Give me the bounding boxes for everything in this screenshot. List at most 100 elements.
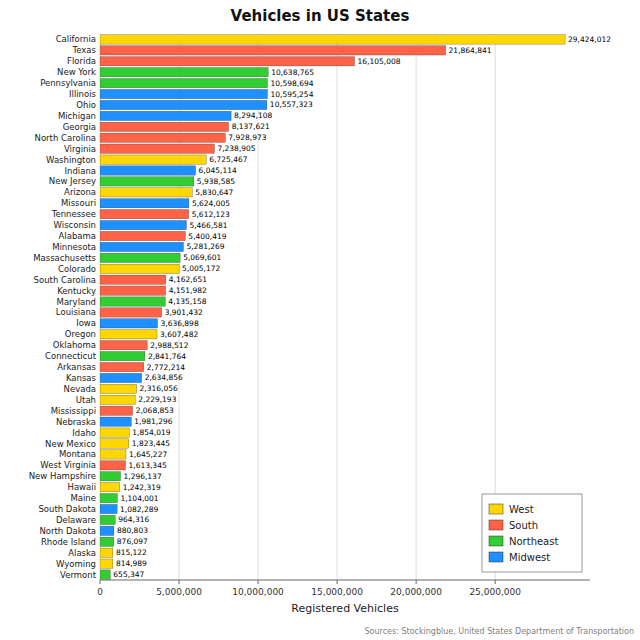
tick-label: 20,000,000 <box>390 587 442 597</box>
legend-label: West <box>509 504 534 515</box>
bar <box>100 188 192 197</box>
data-label: 16,105,008 <box>358 57 401 66</box>
category-label: Louisiana <box>56 307 96 317</box>
category-label: Mississippi <box>51 406 96 416</box>
category-label: Kansas <box>66 373 97 383</box>
category-label: Florida <box>67 56 96 66</box>
bar <box>100 373 142 382</box>
data-label: 1,296,137 <box>123 472 161 481</box>
data-label: 10,595,254 <box>270 90 313 99</box>
bar <box>100 133 225 142</box>
data-label: 8,294,108 <box>234 111 272 120</box>
data-label: 5,400,419 <box>188 232 226 241</box>
category-label: Vermont <box>60 570 97 580</box>
bar <box>100 100 267 109</box>
bar <box>100 46 446 55</box>
data-label: 3,636,898 <box>160 319 198 328</box>
data-label: 1,823,445 <box>132 439 170 448</box>
legend-swatch <box>489 552 503 562</box>
legend-label: South <box>509 520 538 531</box>
data-label: 1,104,001 <box>120 494 158 503</box>
data-label: 7,238,905 <box>217 144 255 153</box>
tick-mark <box>495 580 496 584</box>
bar <box>100 111 231 120</box>
category-label: Idaho <box>72 428 96 438</box>
legend-swatch <box>489 536 503 546</box>
bar <box>100 155 206 164</box>
data-label: 2,841,764 <box>148 352 186 361</box>
bar <box>100 264 179 273</box>
data-label: 5,938,585 <box>197 177 235 186</box>
grid <box>100 34 495 580</box>
data-label: 4,135,158 <box>168 297 206 306</box>
data-label: 2,229,193 <box>138 395 176 404</box>
category-label: New Jersey <box>49 176 96 186</box>
axis-line <box>100 580 590 581</box>
legend-label: Northeast <box>509 536 558 547</box>
category-label: South Carolina <box>34 275 96 285</box>
data-label: 10,638,765 <box>271 68 314 77</box>
category-label: Maine <box>70 493 96 503</box>
data-label: 1,242,319 <box>123 483 161 492</box>
bar <box>100 559 113 568</box>
bar <box>100 89 267 98</box>
tick-mark <box>258 580 259 584</box>
category-label: Hawaii <box>68 482 96 492</box>
category-label: Illinois <box>69 89 97 99</box>
category-label: Washington <box>46 155 96 165</box>
data-label: 5,830,647 <box>195 188 233 197</box>
tick-label: 0 <box>97 587 103 597</box>
data-label: 3,901,432 <box>165 308 203 317</box>
y-axis: CaliforniaTexasFloridaNew YorkPennsylvan… <box>29 34 97 579</box>
bar <box>100 406 133 415</box>
category-label: Nebraska <box>56 417 96 427</box>
data-label: 2,772,214 <box>147 363 185 372</box>
data-label: 10,598,694 <box>271 79 314 88</box>
tick-label: 25,000,000 <box>469 587 521 597</box>
category-label: Ohio <box>76 100 96 110</box>
data-labels: 29,424,0126,725,4675,830,6475,005,1723,6… <box>113 35 611 579</box>
bar <box>100 548 113 557</box>
bar <box>100 319 157 328</box>
category-label: Virginia <box>64 144 96 154</box>
data-label: 5,281,269 <box>186 242 224 251</box>
bar <box>100 483 120 492</box>
category-label: Wisconsin <box>54 220 96 230</box>
bar <box>100 144 214 153</box>
category-label: Texas <box>72 45 97 55</box>
bar <box>100 35 565 44</box>
legend-box <box>482 494 582 572</box>
bar <box>100 428 129 437</box>
category-label: Georgia <box>63 122 96 132</box>
data-label: 21,864,841 <box>449 46 492 55</box>
data-label: 6,045,114 <box>199 166 237 175</box>
category-label: Utah <box>76 395 96 405</box>
bar <box>100 68 268 77</box>
category-label: North Carolina <box>35 133 96 143</box>
data-label: 655,347 <box>113 570 144 579</box>
data-label: 5,069,601 <box>183 253 221 262</box>
bar <box>100 57 355 66</box>
data-label: 5,624,005 <box>192 199 230 208</box>
bar <box>100 384 137 393</box>
category-label: Arizona <box>64 187 96 197</box>
legend: West South Northeast Midwest <box>482 494 582 572</box>
category-label: New York <box>57 67 96 77</box>
category-label: Iowa <box>76 318 96 328</box>
category-label: Minnesota <box>52 242 96 252</box>
bar <box>100 537 114 546</box>
bar <box>100 220 186 229</box>
data-label: 814,989 <box>116 559 147 568</box>
bar <box>100 297 165 306</box>
x-axis-label: Registered Vehicles <box>291 602 399 615</box>
tick-mark <box>416 580 417 584</box>
legend-label: Midwest <box>509 552 550 563</box>
tick-mark <box>100 580 101 584</box>
tick-mark <box>179 580 180 584</box>
bar <box>100 472 120 481</box>
bar <box>100 177 194 186</box>
bar <box>100 351 145 360</box>
data-label: 1,645,227 <box>129 450 167 459</box>
category-label: New Mexico <box>45 439 96 449</box>
data-label: 5,466,581 <box>189 221 227 230</box>
